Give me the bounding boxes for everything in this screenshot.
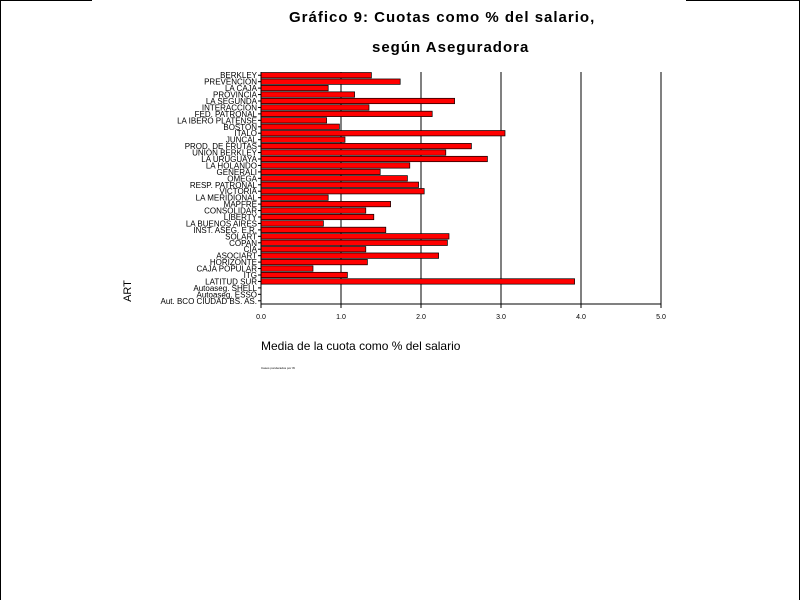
category-label: CONSOLIDAR xyxy=(204,207,257,216)
category-label: INTERACCION xyxy=(202,103,257,112)
bar xyxy=(260,104,370,111)
bar xyxy=(260,220,324,227)
category-label: LATITUD SUR xyxy=(205,277,257,286)
chart-title-line2: según Aseguradora xyxy=(372,39,530,56)
category-label: MAPFRE xyxy=(224,200,257,209)
bar xyxy=(260,123,340,130)
category-label: LA BUENOS AIRES xyxy=(186,219,257,228)
category-label: LIBERTY xyxy=(224,213,258,222)
category-label: Aut. BCO CIUDAD BS. AS. xyxy=(161,297,257,306)
x-tick-label: 3.0 xyxy=(496,314,506,321)
x-axis-label: Media de la cuota como % del salario xyxy=(261,339,461,353)
bar xyxy=(260,278,575,285)
bar xyxy=(260,265,314,272)
bar xyxy=(260,143,472,150)
category-label: ITALO xyxy=(234,129,257,138)
bar xyxy=(260,246,367,253)
x-tick-label: 5.0 xyxy=(656,314,666,321)
x-tick-label: 4.0 xyxy=(576,314,586,321)
bar xyxy=(260,271,348,279)
bar xyxy=(260,194,329,201)
frame-top-left xyxy=(0,0,92,1)
category-label: RESP. PATRONAL xyxy=(190,181,258,190)
category-label: ASOCIART xyxy=(216,252,257,261)
frame-left xyxy=(0,0,1,600)
chart-title-line1: Gráfico 9: Cuotas como % del salario, xyxy=(289,9,596,26)
category-label: PROD. DE FRUTAS xyxy=(185,142,257,151)
category-label: GENERALI xyxy=(217,168,257,177)
bar xyxy=(260,207,367,214)
category-label: ITG xyxy=(244,271,257,280)
category-label: LA HOLANDO xyxy=(206,161,257,170)
weighted-cases-note: Casos ponderados por W xyxy=(261,366,296,370)
bar xyxy=(260,130,506,137)
bar xyxy=(260,181,419,188)
bar xyxy=(260,239,448,246)
y-axis-title: ART xyxy=(122,280,134,302)
bar xyxy=(260,259,368,266)
category-label: BOSTON xyxy=(223,123,257,132)
category-label: LA IBERO PLATENSE xyxy=(177,116,257,125)
category-label: LA CAJA xyxy=(225,84,258,93)
bar xyxy=(260,168,381,175)
bar xyxy=(260,213,375,221)
x-tick-label: 1.0 xyxy=(336,314,346,321)
x-tick-label: 0.0 xyxy=(256,314,266,321)
category-label: HORIZONTE xyxy=(210,258,257,267)
category-label: PREVENCION xyxy=(204,78,257,87)
category-label: LA MERIDIONAL xyxy=(196,194,258,203)
bar xyxy=(260,188,425,195)
bar xyxy=(260,233,450,240)
category-label: UNION BERKLEY xyxy=(192,149,258,158)
bar xyxy=(260,226,387,233)
category-label: VICTORIA xyxy=(219,187,257,196)
category-label: PROVINCIA xyxy=(213,91,258,100)
category-label: LA URUGUAYA xyxy=(201,155,257,164)
category-label: CIA xyxy=(244,245,258,254)
bar xyxy=(260,149,447,156)
category-label: SOLART xyxy=(225,232,257,241)
bar xyxy=(260,97,455,105)
bar xyxy=(260,117,327,124)
category-label: FED. PATRONAL xyxy=(195,110,258,119)
bar xyxy=(260,175,408,182)
bar xyxy=(260,72,372,79)
bar xyxy=(260,85,329,92)
frame-top-right xyxy=(686,0,800,1)
category-label: JUNCAL xyxy=(226,136,258,145)
bar xyxy=(260,91,355,98)
bar xyxy=(260,162,411,169)
bar xyxy=(260,110,433,117)
category-label: INST. ASEG. E.R. xyxy=(193,226,257,235)
category-label: LA SEGUNDA xyxy=(206,97,258,106)
x-tick-label: 2.0 xyxy=(416,314,426,321)
category-label: Autoaseg. ESSO xyxy=(197,290,257,299)
bar xyxy=(260,201,391,208)
category-label: COPAN xyxy=(229,239,257,248)
bar xyxy=(260,78,401,85)
category-label: BERKLEY xyxy=(220,71,258,80)
bar xyxy=(260,136,346,143)
category-label: Autoaseg. SHELL xyxy=(193,284,257,293)
category-label: OMEGA xyxy=(227,174,257,183)
category-label: CAJA POPULAR xyxy=(197,265,258,274)
bar xyxy=(260,155,488,163)
bar xyxy=(260,252,439,259)
